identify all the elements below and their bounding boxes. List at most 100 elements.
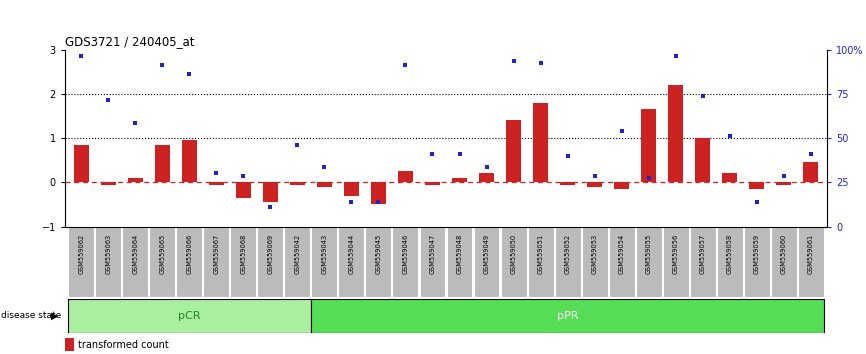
Point	[290, 142, 304, 148]
Text: GSM559056: GSM559056	[673, 234, 679, 274]
Text: GSM559061: GSM559061	[808, 234, 814, 274]
Bar	[149, 227, 175, 297]
Bar	[312, 227, 338, 297]
Text: GSM559060: GSM559060	[781, 234, 787, 274]
Bar	[290, 182, 305, 184]
Bar	[474, 227, 500, 297]
Text: GSM559045: GSM559045	[376, 234, 381, 274]
Text: GSM559042: GSM559042	[294, 234, 301, 274]
Point	[533, 60, 547, 66]
Bar	[804, 162, 818, 182]
Bar	[798, 227, 824, 297]
Text: GSM559053: GSM559053	[591, 234, 598, 274]
Point	[588, 173, 602, 178]
Point	[507, 58, 520, 63]
Bar	[122, 227, 148, 297]
Bar	[128, 178, 143, 182]
Text: GSM559058: GSM559058	[727, 234, 733, 274]
Text: transformed count: transformed count	[78, 340, 169, 350]
Bar	[776, 182, 792, 184]
Bar	[65, 338, 74, 351]
Bar	[447, 227, 473, 297]
Bar	[68, 299, 311, 333]
Text: GSM559047: GSM559047	[430, 234, 436, 274]
Bar	[317, 182, 332, 187]
Bar	[636, 227, 662, 297]
Text: GDS3721 / 240405_at: GDS3721 / 240405_at	[65, 35, 195, 48]
Point	[615, 129, 629, 134]
Point	[804, 151, 818, 156]
Point	[398, 62, 412, 68]
Text: GSM559069: GSM559069	[268, 234, 274, 274]
Bar	[365, 227, 391, 297]
Bar	[695, 138, 710, 182]
Bar	[100, 182, 116, 184]
Point	[236, 173, 250, 178]
Text: GSM559068: GSM559068	[240, 234, 246, 274]
Text: GSM559063: GSM559063	[105, 234, 111, 274]
Text: GSM559048: GSM559048	[456, 234, 462, 274]
Text: GSM559052: GSM559052	[565, 234, 571, 274]
Bar	[398, 171, 413, 182]
Bar	[263, 182, 278, 202]
Text: GSM559043: GSM559043	[321, 234, 327, 274]
Point	[155, 62, 169, 68]
Point	[669, 53, 682, 59]
Bar	[68, 227, 94, 297]
Point	[777, 173, 791, 178]
Bar	[533, 103, 548, 182]
Point	[723, 133, 737, 139]
Bar	[392, 227, 418, 297]
Bar	[717, 227, 743, 297]
Bar	[771, 227, 797, 297]
Bar	[182, 140, 197, 182]
Point	[750, 199, 764, 205]
Point	[642, 175, 656, 181]
Bar	[501, 227, 527, 297]
Bar	[209, 182, 223, 184]
Bar	[177, 227, 203, 297]
Bar	[230, 227, 256, 297]
Bar	[554, 227, 580, 297]
Text: GSM559057: GSM559057	[700, 234, 706, 274]
Point	[695, 93, 709, 99]
Bar	[204, 227, 229, 297]
Text: pCR: pCR	[178, 311, 201, 321]
Text: GSM559050: GSM559050	[511, 234, 516, 274]
Bar	[284, 227, 310, 297]
Bar	[744, 227, 770, 297]
Text: GSM559051: GSM559051	[538, 234, 544, 274]
Text: pPR: pPR	[557, 311, 578, 321]
Text: ▶: ▶	[50, 311, 58, 321]
Bar	[669, 85, 683, 182]
Bar	[560, 182, 575, 184]
Text: GSM559046: GSM559046	[403, 234, 409, 274]
Bar	[419, 227, 445, 297]
Bar	[95, 227, 121, 297]
Text: GSM559054: GSM559054	[618, 234, 624, 274]
Bar	[527, 227, 553, 297]
Bar	[689, 227, 715, 297]
Bar	[609, 227, 635, 297]
Bar	[257, 227, 283, 297]
Bar	[587, 182, 602, 187]
Text: GSM559049: GSM559049	[483, 234, 489, 274]
Point	[425, 151, 439, 156]
Point	[453, 151, 467, 156]
Text: GSM559067: GSM559067	[213, 234, 219, 274]
Bar	[236, 182, 251, 198]
Bar	[749, 182, 764, 189]
Text: GSM559065: GSM559065	[159, 234, 165, 274]
Bar	[641, 109, 656, 182]
Point	[318, 164, 332, 170]
Text: GSM559066: GSM559066	[186, 234, 192, 274]
Bar	[506, 120, 521, 182]
Text: GSM559055: GSM559055	[646, 234, 652, 274]
Bar	[662, 227, 688, 297]
Text: GSM559059: GSM559059	[753, 234, 759, 274]
Bar	[582, 227, 608, 297]
Bar	[339, 227, 365, 297]
Bar	[614, 182, 629, 189]
Point	[345, 199, 359, 205]
Text: GSM559044: GSM559044	[348, 234, 354, 274]
